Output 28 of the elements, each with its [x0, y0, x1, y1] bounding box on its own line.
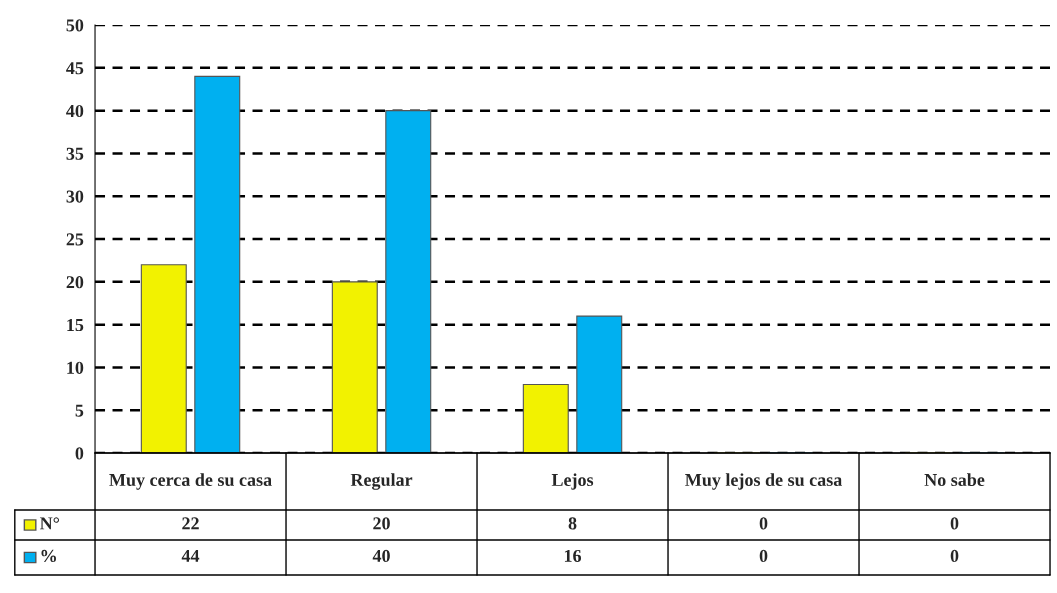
y-tick-label: 25: [66, 233, 84, 246]
y-tick-label: 50: [66, 19, 84, 32]
y-tick-label: 10: [67, 361, 84, 374]
y-tick-label: 5: [75, 404, 84, 417]
data-label: 40: [372, 549, 390, 563]
x-tick-label: Regular: [350, 473, 413, 490]
x-tick-label: Lejos: [551, 473, 594, 490]
y-tick-label: 35: [66, 147, 84, 160]
data-label: 44: [181, 549, 200, 562]
data-label: 0: [759, 549, 768, 563]
y-tick-label: 40: [66, 104, 84, 118]
y-tick-label: 15: [67, 318, 84, 332]
data-label: 0: [759, 517, 768, 530]
data-label: 22: [182, 517, 199, 530]
data-label: 16: [564, 549, 582, 563]
y-tick-label: 20: [66, 276, 84, 289]
data-label: 0: [950, 517, 959, 530]
x-tick-label: Muy lejos de su casa: [685, 473, 842, 490]
legend-label: %: [41, 549, 56, 563]
x-tick-label: No sabe: [924, 473, 985, 487]
data-label: 20: [373, 517, 390, 530]
y-tick-label: 45: [66, 62, 84, 75]
y-tick-label: 30: [66, 190, 84, 203]
x-tick-label: Muy cerca de su casa: [109, 473, 272, 490]
data-label: 0: [950, 549, 959, 563]
y-tick-label: 0: [75, 447, 84, 460]
legend-label: N°: [39, 517, 60, 530]
data-label: 8: [568, 517, 577, 530]
